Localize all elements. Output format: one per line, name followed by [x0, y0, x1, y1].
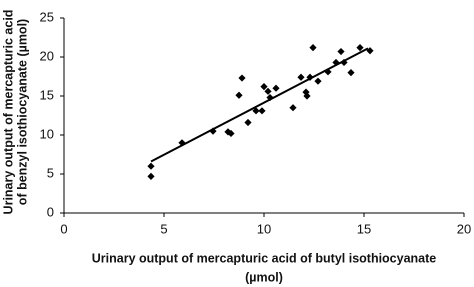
- y-tick-label: 20: [40, 48, 54, 63]
- y-tick-label: 15: [40, 87, 54, 102]
- point: [332, 58, 340, 67]
- x-axis-title: Urinary output of mercapturic acid of bu…: [92, 251, 437, 265]
- y-tick-label: 25: [40, 9, 54, 24]
- point: [258, 107, 266, 115]
- point: [340, 58, 348, 67]
- y-axis-title: of benzyl isothiocyanate (µmol): [15, 19, 29, 205]
- point: [147, 162, 155, 170]
- point: [347, 69, 355, 77]
- y-tick-label: 10: [40, 126, 54, 141]
- y-axis-title: Urinary output of mercapturic acid: [1, 10, 15, 215]
- point: [209, 127, 217, 135]
- point: [314, 77, 322, 85]
- point: [356, 44, 364, 52]
- point: [309, 44, 317, 52]
- point: [306, 73, 314, 81]
- point: [272, 84, 280, 92]
- x-axis-title: (µmol): [245, 270, 283, 284]
- point: [303, 92, 311, 100]
- x-tick-label: 10: [257, 221, 271, 236]
- x-tick-label: 20: [457, 221, 471, 236]
- x-tick-label: 15: [357, 221, 371, 236]
- point: [260, 83, 268, 91]
- x-tick-label: 0: [60, 221, 67, 236]
- point: [178, 139, 186, 147]
- point: [337, 47, 345, 56]
- point: [366, 47, 374, 55]
- point: [227, 129, 235, 138]
- point: [264, 87, 272, 95]
- point: [252, 107, 260, 115]
- point: [238, 74, 246, 82]
- point: [147, 172, 155, 180]
- point: [289, 104, 297, 112]
- point: [244, 118, 252, 127]
- y-tick-label: 5: [47, 165, 54, 180]
- point: [235, 91, 243, 99]
- trend-line: [150, 47, 369, 163]
- point: [297, 73, 305, 81]
- point: [324, 68, 332, 76]
- x-tick-label: 5: [160, 221, 167, 236]
- y-tick-label: 0: [47, 204, 54, 219]
- point: [266, 93, 274, 102]
